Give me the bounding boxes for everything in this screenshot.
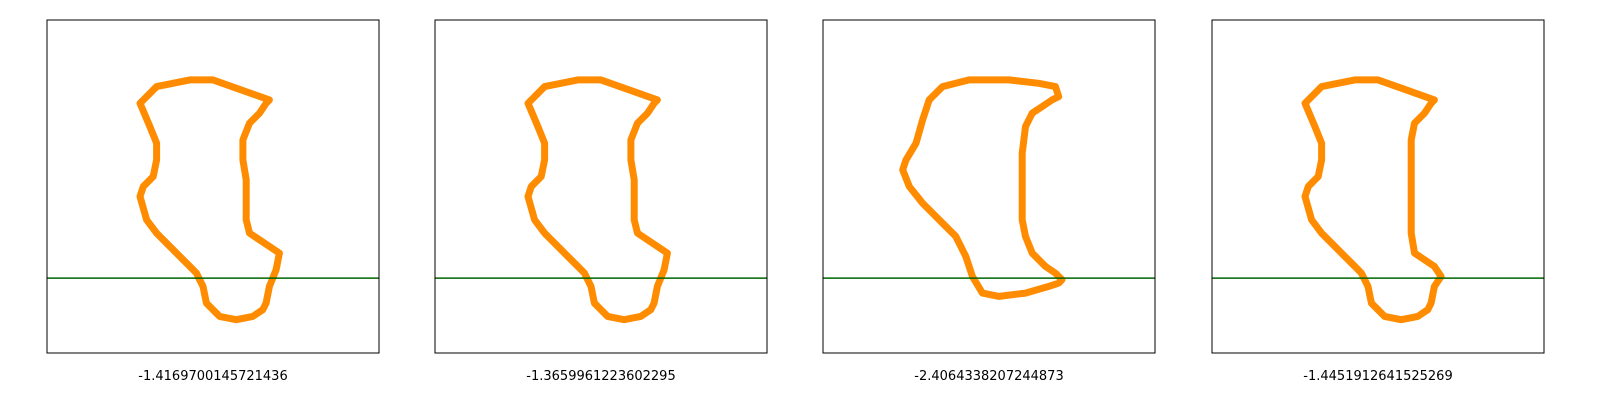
panel-label: -1.4451912641525269 (1303, 369, 1452, 384)
panel-4: -1.4451912641525269 (1211, 19, 1545, 384)
shape-outline (899, 76, 1066, 300)
axes-frame (1211, 19, 1545, 354)
axes-frame (822, 19, 1156, 354)
panel-label: -1.4169700145721436 (138, 369, 287, 384)
panel-label: -1.3659961223602295 (526, 369, 675, 384)
axes-frame (434, 19, 768, 354)
panel-label: -2.4064338207244873 (914, 369, 1063, 384)
shape-outline (1301, 76, 1445, 324)
shape-outline (136, 76, 283, 324)
axes-frame (46, 19, 380, 354)
panel-2: -1.3659961223602295 (434, 19, 768, 384)
panel-1: -1.4169700145721436 (46, 19, 380, 384)
shape-outline (524, 76, 671, 324)
panel-3: -2.4064338207244873 (822, 19, 1156, 384)
